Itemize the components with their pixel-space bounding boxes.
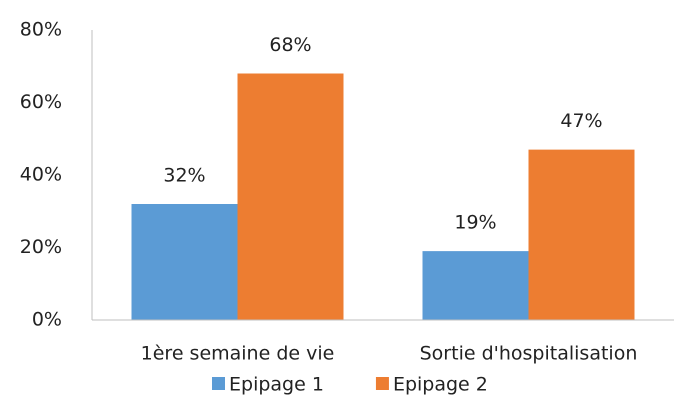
legend-label: Epipage 2	[393, 374, 488, 396]
y-tick-label: 40%	[20, 164, 62, 186]
bar	[528, 149, 635, 320]
data-label: 32%	[163, 165, 205, 187]
bar	[237, 73, 344, 320]
legend-swatch	[212, 377, 225, 390]
y-tick-label: 80%	[20, 19, 62, 41]
y-tick-label: 60%	[20, 91, 62, 113]
data-label: 68%	[269, 34, 311, 56]
data-label: 47%	[560, 110, 602, 132]
x-tick-label: Sortie d'hospitalisation	[420, 343, 638, 365]
bar	[422, 251, 529, 320]
bar	[131, 204, 238, 320]
x-tick-label: 1ère semaine de vie	[141, 343, 335, 365]
legend-swatch	[375, 377, 389, 390]
legend-label: Epipage 1	[229, 374, 324, 396]
y-tick-label: 0%	[32, 309, 62, 331]
y-tick-label: 20%	[20, 236, 62, 258]
data-label: 19%	[454, 212, 496, 234]
